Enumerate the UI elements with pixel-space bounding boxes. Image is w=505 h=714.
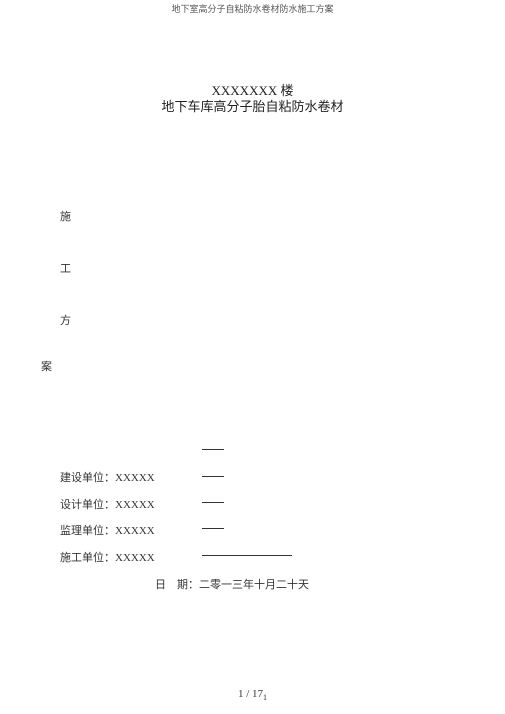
document-page: 地下室高分子自粘防水卷材防水施工方案 XXXXXXX 楼 地下车库高分子胎自粘防… [0,0,505,714]
unit-row-builder: 施工单位：XXXXX [60,548,445,566]
underline-top [202,449,224,450]
underline-design [202,502,224,503]
unit-row-construction: 建设单位：XXXXX [60,468,445,486]
unit-row-design: 设计单位：XXXXX [60,495,445,513]
vertical-char-gong: 工 [60,260,71,276]
unit-value-construction: XXXXX [115,472,155,484]
unit-value-builder: XXXXX [115,552,155,564]
unit-value-design: XXXXX [115,499,155,511]
unit-label-construction: 建设单位： [60,469,115,485]
date-value: 二零一三年十月二十天 [199,579,309,591]
underline-builder-long [202,555,292,556]
page-footer: 1 / 171 [0,688,505,702]
footer-sub: 1 [263,693,267,702]
date-row: 日 期：二零一三年十月二十天 [155,576,309,592]
vertical-char-fang: 方 [60,312,71,328]
unit-label-supervision: 监理单位： [60,522,115,538]
footer-current: 1 [238,688,244,700]
page-header-title: 地下室高分子自粘防水卷材防水施工方案 [0,2,505,15]
vertical-char-an: 案 [41,358,52,374]
unit-value-supervision: XXXXX [115,525,155,537]
footer-total: 17 [252,688,263,700]
date-label: 日 期： [155,579,199,591]
underline-construction [202,476,224,477]
underline-supervision [202,528,224,529]
unit-label-design: 设计单位： [60,496,115,512]
unit-row-supervision: 监理单位：XXXXX [60,521,445,539]
vertical-char-shi: 施 [60,208,71,224]
main-title-line2: 地下车库高分子胎自粘防水卷材 [0,96,505,115]
unit-label-builder: 施工单位： [60,549,115,565]
